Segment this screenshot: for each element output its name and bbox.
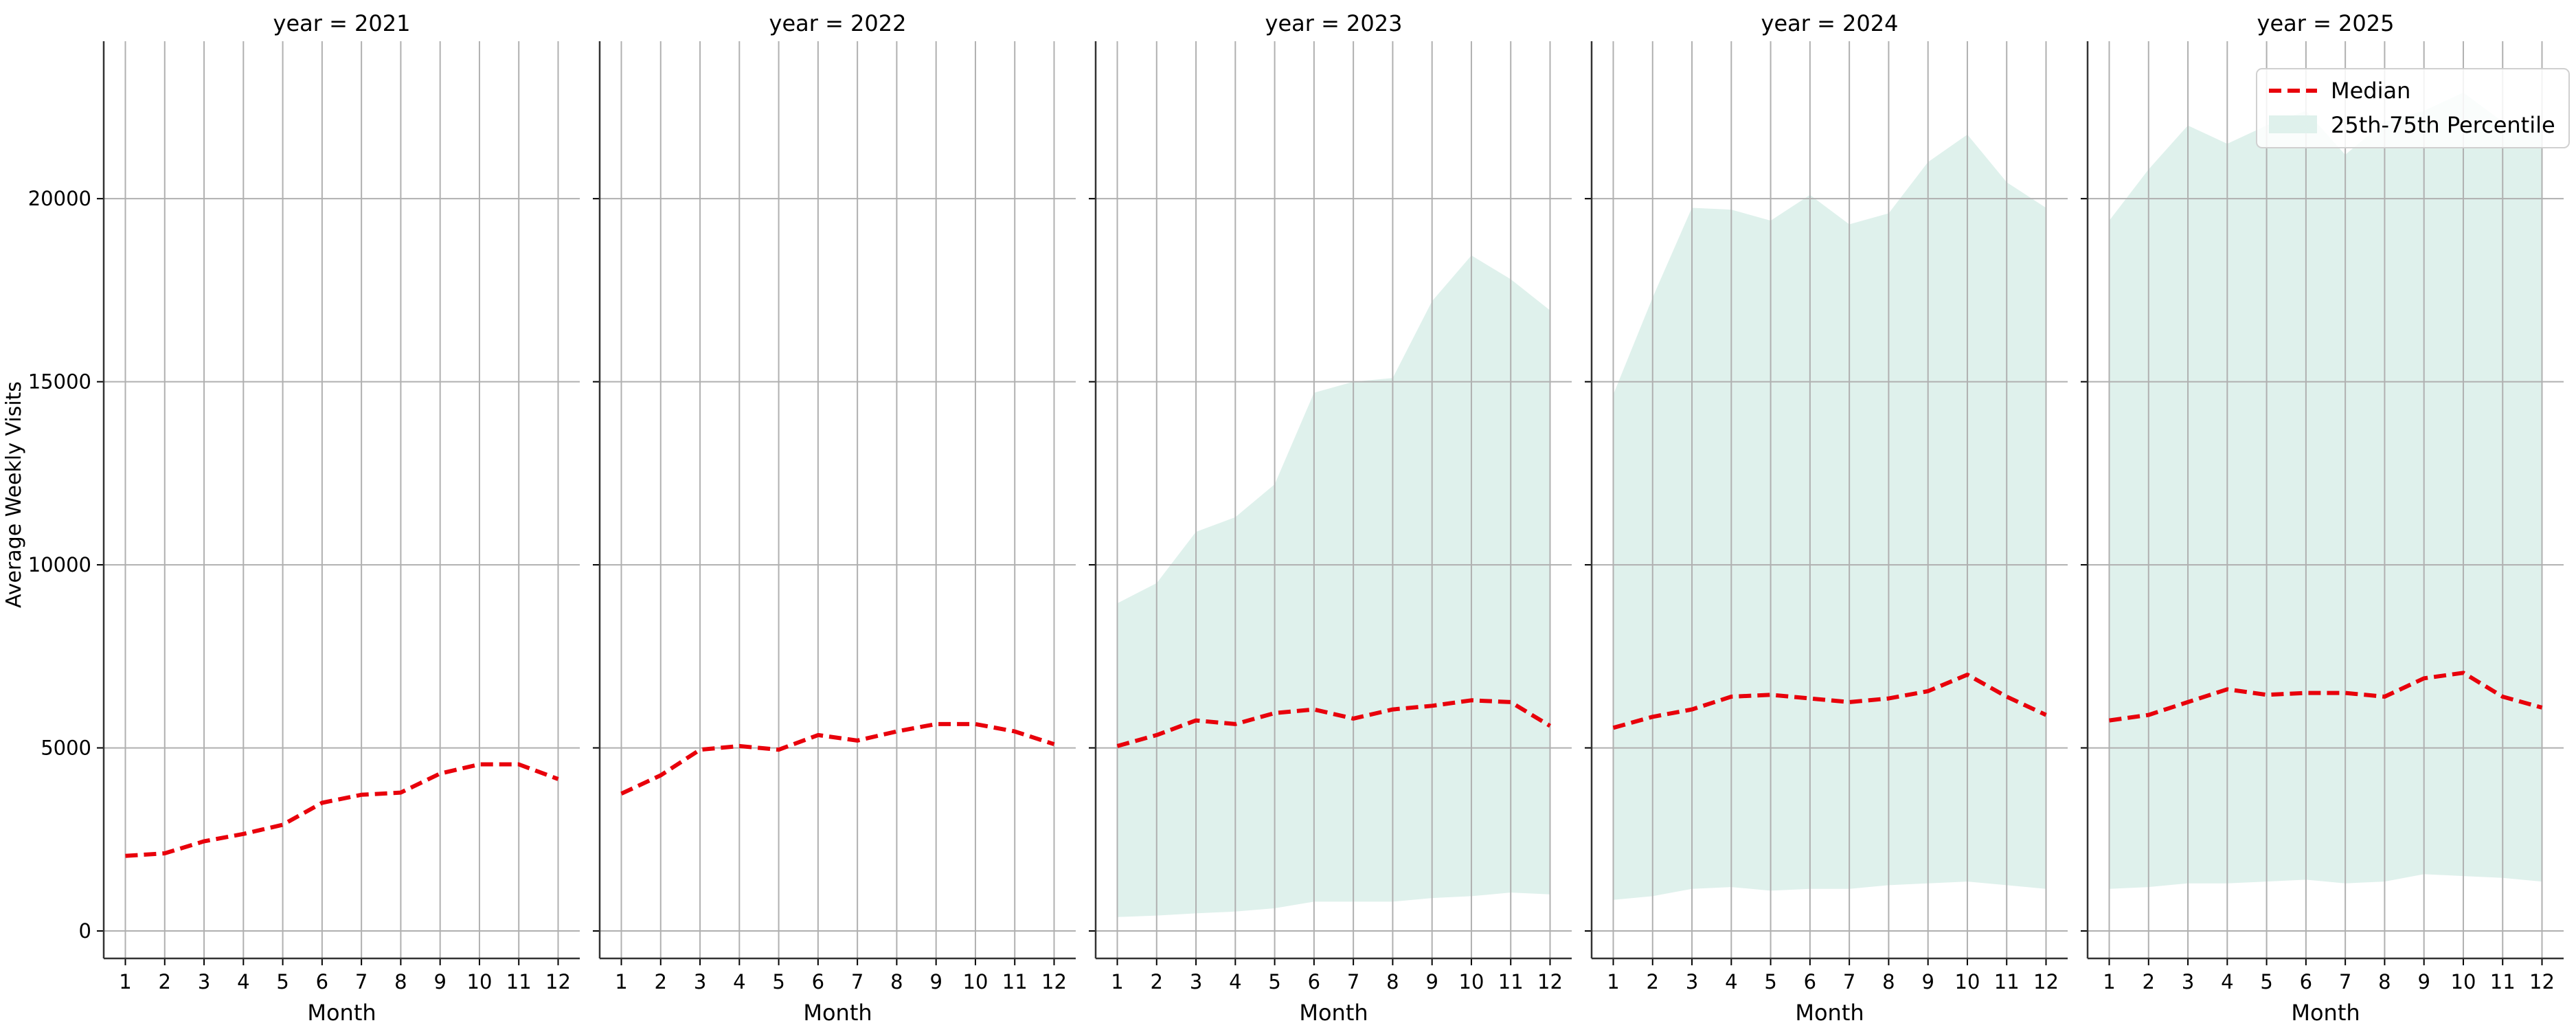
x-tick-label: 10 xyxy=(1459,970,1484,993)
x-tick-label: 4 xyxy=(237,970,249,993)
x-tick-label: 4 xyxy=(1229,970,1241,993)
x-axis-label: Month xyxy=(1795,1000,1864,1026)
x-tick-label: 6 xyxy=(316,970,328,993)
x-tick-label: 11 xyxy=(1498,970,1524,993)
x-tick-label: 1 xyxy=(1111,970,1123,993)
x-tick-label: 6 xyxy=(1308,970,1320,993)
x-tick-label: 7 xyxy=(2339,970,2351,993)
x-tick-label: 7 xyxy=(851,970,863,993)
x-tick-label: 5 xyxy=(1268,970,1280,993)
y-axis-label: Average Weekly Visits xyxy=(2,381,26,608)
x-tick-label: 6 xyxy=(2300,970,2312,993)
x-tick-label: 9 xyxy=(433,970,446,993)
x-tick-label: 1 xyxy=(2103,970,2115,993)
y-tick-label: 15000 xyxy=(28,370,91,394)
percentile-band xyxy=(1614,135,2046,900)
y-tick-label: 5000 xyxy=(41,737,91,760)
x-tick-label: 6 xyxy=(812,970,824,993)
x-tick-label: 10 xyxy=(467,970,493,993)
x-tick-label: 10 xyxy=(2451,970,2476,993)
x-tick-label: 1 xyxy=(1607,970,1619,993)
x-tick-label: 4 xyxy=(733,970,745,993)
x-tick-label: 2 xyxy=(159,970,171,993)
x-tick-label: 3 xyxy=(1190,970,1202,993)
x-tick-label: 12 xyxy=(2033,970,2059,993)
x-tick-label: 12 xyxy=(545,970,571,993)
x-tick-label: 10 xyxy=(963,970,988,993)
panel-title: year = 2023 xyxy=(1265,10,1403,36)
x-tick-label: 8 xyxy=(1882,970,1895,993)
x-tick-label: 2 xyxy=(1647,970,1659,993)
panel-title: year = 2021 xyxy=(273,10,411,36)
x-tick-label: 9 xyxy=(2417,970,2430,993)
x-axis-label: Month xyxy=(803,1000,872,1026)
x-tick-label: 4 xyxy=(2221,970,2233,993)
x-tick-label: 11 xyxy=(506,970,532,993)
x-tick-label: 8 xyxy=(1386,970,1399,993)
legend-median-label: Median xyxy=(2331,78,2410,104)
x-tick-label: 2 xyxy=(655,970,667,993)
x-tick-label: 11 xyxy=(1002,970,1028,993)
x-tick-label: 7 xyxy=(1347,970,1359,993)
x-axis-label: Month xyxy=(2291,1000,2360,1026)
x-tick-label: 5 xyxy=(772,970,784,993)
x-tick-label: 3 xyxy=(2182,970,2194,993)
x-tick-label: 12 xyxy=(1537,970,1563,993)
x-tick-label: 8 xyxy=(890,970,903,993)
x-tick-label: 5 xyxy=(1764,970,1776,993)
x-tick-label: 5 xyxy=(276,970,289,993)
x-tick-label: 7 xyxy=(1843,970,1855,993)
panel-title: year = 2022 xyxy=(769,10,907,36)
x-tick-label: 12 xyxy=(2529,970,2555,993)
y-tick-label: 0 xyxy=(79,919,91,943)
panel-title: year = 2024 xyxy=(1761,10,1899,36)
x-tick-label: 8 xyxy=(394,970,407,993)
x-tick-label: 9 xyxy=(929,970,942,993)
x-axis-label: Month xyxy=(307,1000,376,1026)
x-tick-label: 3 xyxy=(694,970,706,993)
x-tick-label: 4 xyxy=(1725,970,1737,993)
x-tick-label: 3 xyxy=(198,970,210,993)
x-tick-label: 11 xyxy=(2490,970,2516,993)
x-tick-label: 8 xyxy=(2378,970,2391,993)
x-tick-label: 9 xyxy=(1921,970,1934,993)
x-tick-label: 10 xyxy=(1955,970,1980,993)
legend: Median 25th-75th Percentile xyxy=(2257,69,2569,148)
legend-band-label: 25th-75th Percentile xyxy=(2331,112,2555,138)
x-tick-label: 2 xyxy=(2143,970,2155,993)
x-tick-label: 12 xyxy=(1041,970,1067,993)
x-tick-label: 1 xyxy=(119,970,131,993)
panel-title: year = 2025 xyxy=(2257,10,2395,36)
legend-band-swatch xyxy=(2269,115,2317,133)
x-tick-label: 7 xyxy=(355,970,368,993)
x-axis-label: Month xyxy=(1299,1000,1368,1026)
percentile-band xyxy=(2110,93,2542,889)
x-tick-label: 6 xyxy=(1804,970,1816,993)
x-tick-label: 5 xyxy=(2260,970,2272,993)
x-tick-label: 2 xyxy=(1151,970,1163,993)
x-tick-label: 9 xyxy=(1425,970,1438,993)
x-tick-label: 3 xyxy=(1686,970,1698,993)
y-tick-label: 10000 xyxy=(28,553,91,576)
x-tick-label: 11 xyxy=(1994,970,2020,993)
y-tick-label: 20000 xyxy=(28,187,91,210)
x-tick-label: 1 xyxy=(615,970,627,993)
